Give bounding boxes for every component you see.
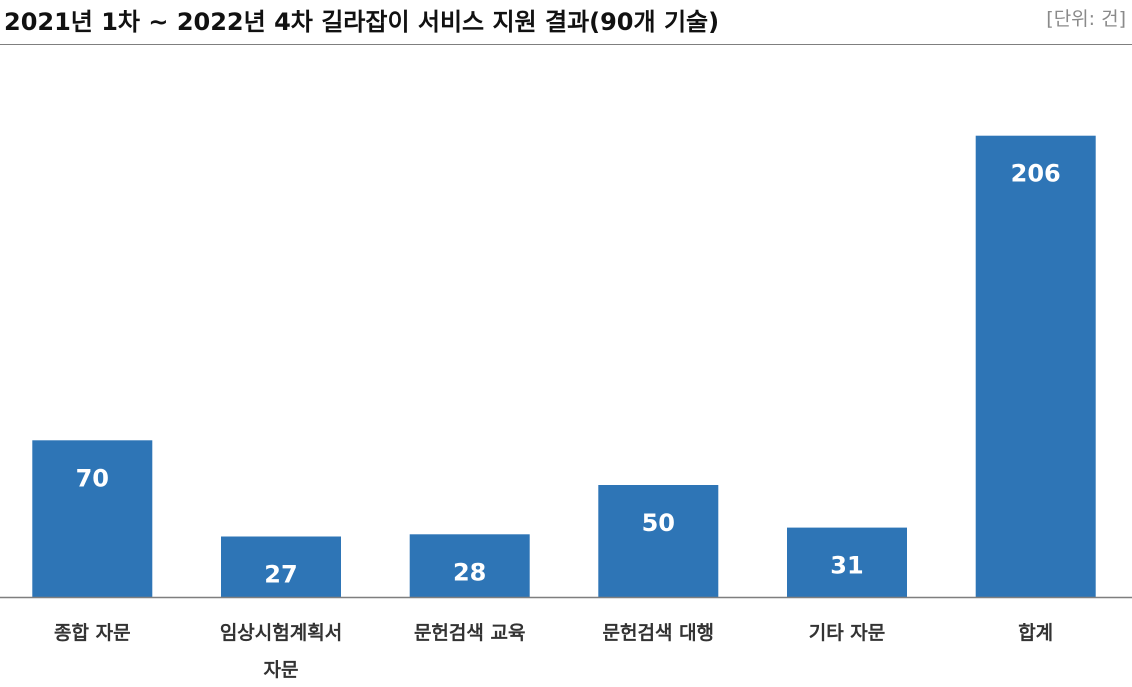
category-label-2: 문헌검색 교육 [414,622,526,644]
bar-5 [975,135,1096,597]
unit-label: [단위: 건] [1046,8,1126,30]
category-label-1-line-0: 임상시험계획서 [220,622,342,644]
category-label-1-line-1: 자문 [264,659,299,681]
value-label-1: 27 [264,561,297,589]
bar-1 [221,536,341,597]
value-label-3: 50 [642,509,675,537]
value-label-2: 28 [453,558,486,586]
value-label-0: 70 [76,464,109,492]
category-label-0: 종합 자문 [54,622,131,644]
value-label-5: 206 [1011,160,1061,188]
chart-header: 2021년 1차 ~ 2022년 4차 길라잡이 서비스 지원 결과(90개 기… [0,0,1132,45]
chart-title: 2021년 1차 ~ 2022년 4차 길라잡이 서비스 지원 결과(90개 기… [4,8,720,36]
bar-0 [32,440,153,597]
bar-4 [787,527,907,597]
bar-2 [409,534,530,597]
category-label-5: 합계 [1018,622,1053,644]
category-label-4: 기타 자문 [809,622,886,644]
bar-3 [598,485,719,597]
value-label-4: 31 [830,552,863,580]
category-label-3: 문헌검색 대행 [603,622,715,644]
